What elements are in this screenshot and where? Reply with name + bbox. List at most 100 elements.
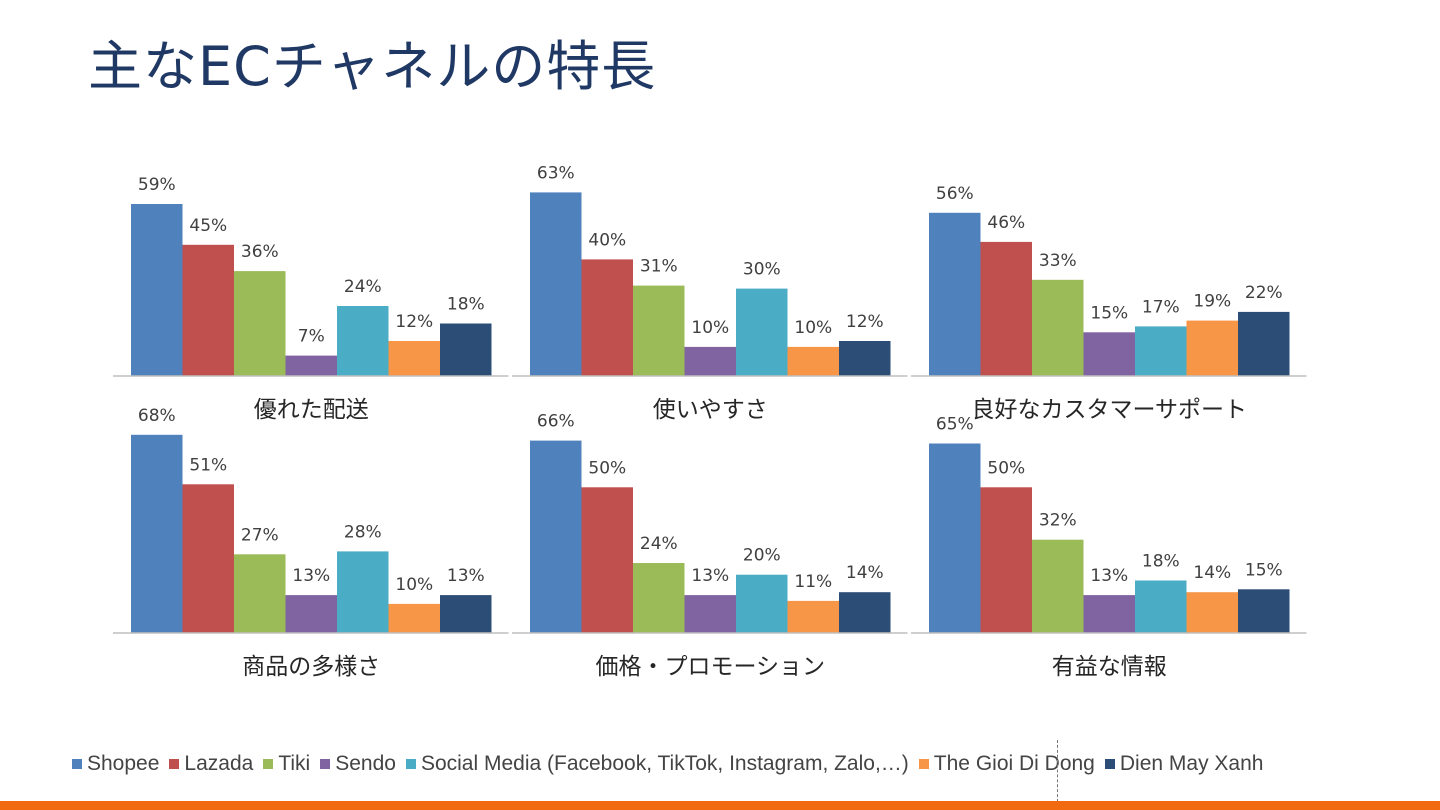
data-label: 30% [743, 260, 781, 280]
data-label: 18% [447, 295, 485, 315]
data-label: 12% [395, 312, 433, 332]
bar-1-the-gioi-di-dong [388, 341, 440, 376]
bar-2-lazada [581, 259, 633, 376]
legend-swatch [320, 759, 331, 769]
bar-3-sendo [1083, 332, 1135, 376]
data-label: 56% [936, 184, 974, 204]
bar-1-lazada [182, 244, 234, 376]
data-label: 51% [189, 455, 227, 475]
data-label: 63% [537, 163, 575, 183]
bar-6-the-gioi-di-dong [1186, 592, 1238, 633]
legend-label: Dien May Xanh [1119, 752, 1264, 775]
data-label: 7% [298, 327, 325, 347]
legend-swatch [263, 759, 274, 769]
category-label: 優れた配送 [254, 397, 369, 423]
data-label: 13% [447, 566, 485, 586]
bar-6-social-media-facebook-tiktok-instagram-zalo [1135, 580, 1187, 633]
bar-5-tiki [633, 563, 685, 633]
data-label: 14% [1193, 563, 1231, 583]
bar-2-the-gioi-di-dong [787, 346, 839, 376]
data-label: 50% [588, 458, 626, 478]
data-label: 40% [588, 230, 626, 250]
data-label: 50% [987, 458, 1025, 478]
accent-bar [0, 801, 1440, 810]
legend-item: Social Media (Facebook, TikTok, Instagra… [405, 752, 909, 776]
legend-swatch [1104, 759, 1115, 769]
bar-3-social-media-facebook-tiktok-instagram-zalo [1135, 326, 1187, 376]
data-label: 65% [936, 415, 974, 435]
data-label: 11% [794, 572, 832, 592]
category-label: 商品の多様さ [242, 654, 380, 680]
bar-5-sendo [684, 595, 736, 633]
data-label: 18% [1142, 552, 1180, 572]
bar-6-dien-may-xanh [1238, 589, 1290, 633]
legend-item: Dien May Xanh [1104, 752, 1264, 776]
category-label: 使いやすさ [653, 397, 768, 423]
data-label: 13% [691, 566, 729, 586]
legend-item: Sendo [320, 752, 396, 776]
category-label: 良好なカスタマーサポート [972, 397, 1248, 423]
data-label: 22% [1245, 283, 1283, 303]
data-label: 13% [1090, 566, 1128, 586]
bar-6-lazada [980, 487, 1032, 634]
bar-5-the-gioi-di-dong [787, 600, 839, 633]
data-label: 31% [640, 257, 678, 277]
data-label: 33% [1039, 251, 1077, 271]
bar-2-sendo [684, 346, 736, 376]
bar-1-dien-may-xanh [440, 323, 492, 376]
data-label: 15% [1090, 303, 1128, 323]
bar-1-shopee [131, 204, 183, 376]
data-label: 36% [241, 242, 279, 262]
bar-2-social-media-facebook-tiktok-instagram-zalo [736, 288, 788, 377]
legend-label: Tiki [278, 752, 311, 775]
legend-item: The Gioi Di Dong [918, 752, 1095, 776]
bar-6-tiki [1032, 539, 1084, 633]
bar-5-social-media-facebook-tiktok-instagram-zalo [736, 574, 788, 633]
dashed-divider [1057, 740, 1058, 802]
bar-6-shopee [929, 443, 981, 633]
bar-3-the-gioi-di-dong [1186, 320, 1238, 376]
bar-4-shopee [131, 434, 183, 633]
legend-label: The Gioi Di Dong [933, 752, 1095, 775]
legend-label: Sendo [335, 752, 396, 775]
bar-4-the-gioi-di-dong [388, 603, 440, 633]
data-label: 68% [138, 406, 176, 426]
bar-4-social-media-facebook-tiktok-instagram-zalo [337, 551, 389, 633]
legend-swatch [918, 759, 929, 769]
data-label: 19% [1193, 292, 1231, 312]
legend-swatch [405, 759, 416, 769]
bar-chart: 59% 45% 36% 7% 24% 12% 18% 優れた配送 63% 40% 31% 10% 30%… [113, 163, 1307, 680]
data-label: 46% [987, 213, 1025, 233]
bar-5-dien-may-xanh [839, 592, 891, 633]
legend-swatch [72, 759, 82, 769]
bar-3-dien-may-xanh [1238, 311, 1290, 376]
data-label: 32% [1039, 511, 1077, 531]
data-label: 45% [189, 216, 227, 236]
bar-4-sendo [285, 595, 337, 633]
bar-4-tiki [234, 554, 286, 633]
data-label: 66% [537, 412, 575, 432]
data-label: 27% [241, 525, 279, 545]
data-label: 15% [1245, 560, 1283, 580]
page-title: 主なECチャネルの特長 [88, 35, 657, 98]
data-label: 20% [743, 546, 781, 566]
legend-item: Lazada [169, 752, 253, 776]
chart-legend: Shopee Lazada Tiki Sendo Social Media (Faceb… [72, 752, 1273, 776]
bar-2-shopee [530, 192, 582, 376]
category-label: 価格・プロモーション [596, 654, 826, 680]
bar-1-sendo [285, 355, 337, 376]
bar-6-sendo [1083, 595, 1135, 633]
data-label: 10% [794, 318, 832, 338]
data-label: 24% [640, 534, 678, 554]
bar-1-tiki [234, 271, 286, 376]
legend-swatch [169, 759, 180, 769]
legend-label: Lazada [184, 752, 254, 775]
category-label: 有益な情報 [1052, 654, 1167, 680]
bar-3-tiki [1032, 279, 1084, 376]
bar-5-shopee [530, 440, 582, 633]
bar-4-lazada [182, 484, 234, 633]
data-label: 10% [395, 575, 433, 595]
legend-item: Tiki [263, 752, 310, 776]
bar-3-shopee [929, 212, 981, 376]
bar-1-social-media-facebook-tiktok-instagram-zalo [337, 306, 389, 376]
